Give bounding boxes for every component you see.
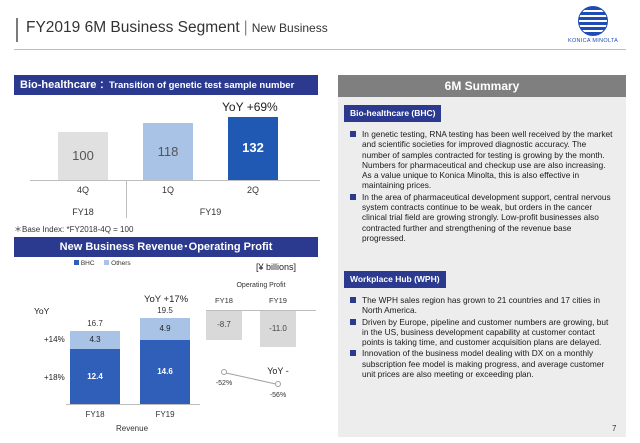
bar-value-label: -11.0 [269, 323, 287, 333]
bullet-square-icon [350, 131, 356, 137]
group-label: FY18 [72, 207, 94, 217]
bullet-square-icon [350, 193, 356, 200]
revenue-yoy-label: YoY +17% [144, 294, 189, 305]
bullet-text: Driven by Europe, pipeline and customer … [362, 316, 609, 348]
bar-op-FY19: -11.0 [260, 310, 296, 348]
bar-bhc-FY19: 14.6 [140, 339, 190, 404]
legend-label-bhc: BHC [80, 260, 95, 267]
summary-header: 6M Summary [338, 75, 626, 97]
wph-summary-tag: Workplace Hub (WPH) [344, 271, 446, 288]
total-label: 16.7 [87, 318, 103, 328]
bar-value-label: 4.3 [89, 334, 101, 344]
list-item: Innovation of the business model dealing… [350, 348, 616, 379]
summary-panel: Bio-healthcare (BHC) In genetic testing,… [338, 97, 626, 437]
revenue-legend: BHC Others [74, 260, 131, 267]
wph-bullet-list: The WPH sales region has grown to 21 cou… [350, 295, 616, 380]
legend-swatch-bhc [74, 260, 79, 265]
tick-label: FY18 [85, 410, 105, 419]
tick-label: FY18 [215, 296, 233, 305]
base-index-note: ＊Base Index: *FY2018-4Q = 100 [14, 225, 134, 234]
bar-value-label: 100 [72, 148, 94, 163]
group-divider [126, 180, 127, 218]
page-title: FY2019 6M Business Segment | New Business [26, 19, 328, 37]
bhc-growth-label: +18% [44, 373, 65, 382]
bhc-yoy-label: YoY +69% [222, 100, 278, 114]
bar-value-label: -8.7 [217, 319, 231, 329]
legend-swatch-others [104, 260, 110, 265]
logo-wordmark: KONICA MINOLTA [568, 38, 619, 44]
yoy-row-label: YoY [34, 306, 50, 316]
bar-value-label: 132 [242, 140, 264, 156]
legend-label-others: Others [111, 260, 131, 267]
page-subtitle: New Business [251, 21, 328, 35]
group-label: FY19 [199, 207, 222, 217]
page-number: 7 [612, 424, 617, 433]
list-item: In the area of pharmaceutical developmen… [350, 192, 616, 243]
bullet-square-icon [350, 350, 356, 357]
bar-1Q: 118 [143, 123, 193, 180]
bar-others-FY18: 4.3 [70, 330, 120, 350]
total-label: 19.5 [157, 306, 173, 316]
company-logo: KONICA MINOLTA [568, 6, 618, 44]
bullet-text: Innovation of the business model dealing… [362, 348, 605, 380]
bhc-title-sub: ：Transition of genetic test sample numbe… [99, 80, 295, 91]
bar-value-label: 118 [157, 143, 179, 159]
unit-label: [¥ billions] [256, 262, 297, 272]
tick-label: FY19 [155, 410, 175, 419]
bar-bhc-FY18: 12.4 [70, 349, 120, 404]
trend-value-label: -52% [215, 380, 233, 387]
bar-value-label: 14.6 [157, 366, 173, 376]
revenue-bar-chart: 12.4 4.3 16.7 FY18 14.6 4.9 19.5 FY19 [66, 296, 210, 420]
globe-logo-icon [578, 6, 608, 36]
zero-line [206, 310, 316, 311]
bar-op-FY18: -8.7 [206, 310, 242, 340]
revenue-section-title: New Business Revenue･Operating Profit [14, 237, 318, 257]
bullet-square-icon [350, 297, 356, 303]
bar-value-label: 4.9 [159, 323, 171, 333]
bullet-text: In genetic testing, RNA testing has been… [362, 129, 613, 191]
tick-label: 2Q [246, 185, 259, 195]
trend-point [221, 369, 227, 375]
revenue-axis-title: Revenue [116, 424, 149, 433]
bhc-summary-tag: Bio-healthcare (BHC) [344, 105, 442, 122]
bhc-section-title: Bio-healthcare ：Transition of genetic te… [14, 75, 318, 95]
header-accent-bar [16, 18, 18, 42]
bullet-text: In the area of pharmaceutical developmen… [362, 191, 611, 243]
operating-profit-chart: Operating Profit FY18 -8.7 FY19 -11.0 -52% -56… [206, 280, 316, 410]
bhc-bar-chart: 100 4Q 118 1Q 132 2Q FY18 FY19 [30, 100, 320, 222]
op-yoy-label: YoY - [267, 366, 289, 376]
tick-label: FY19 [269, 296, 287, 305]
bar-value-label: 12.4 [87, 371, 103, 381]
header-divider [14, 49, 626, 50]
bar-4Q: 100 [58, 132, 108, 180]
trend-point [275, 381, 281, 387]
tick-label: 1Q [161, 185, 174, 195]
bar-others-FY19: 4.9 [140, 318, 190, 340]
tick-label: 4Q [76, 185, 89, 195]
bullet-text: The WPH sales region has grown to 21 cou… [362, 295, 600, 316]
title-separator: | [243, 19, 248, 36]
list-item: In genetic testing, RNA testing has been… [350, 129, 616, 191]
list-item: Driven by Europe, pipeline and customer … [350, 317, 616, 348]
x-axis-line [30, 180, 320, 181]
others-growth-label: +14% [44, 335, 65, 344]
bhc-title-main: Bio-healthcare [20, 79, 97, 91]
bar-2Q: 132 [228, 116, 278, 180]
op-title: Operating Profit [236, 282, 286, 289]
page-title-main: FY2019 6M Business Segment [26, 19, 240, 36]
bullet-square-icon [350, 318, 356, 325]
trend-value-label: -56% [269, 392, 287, 399]
list-item: The WPH sales region has grown to 21 cou… [350, 295, 616, 316]
bhc-bullet-list: In genetic testing, RNA testing has been… [350, 129, 616, 244]
x-axis-line [66, 404, 200, 405]
